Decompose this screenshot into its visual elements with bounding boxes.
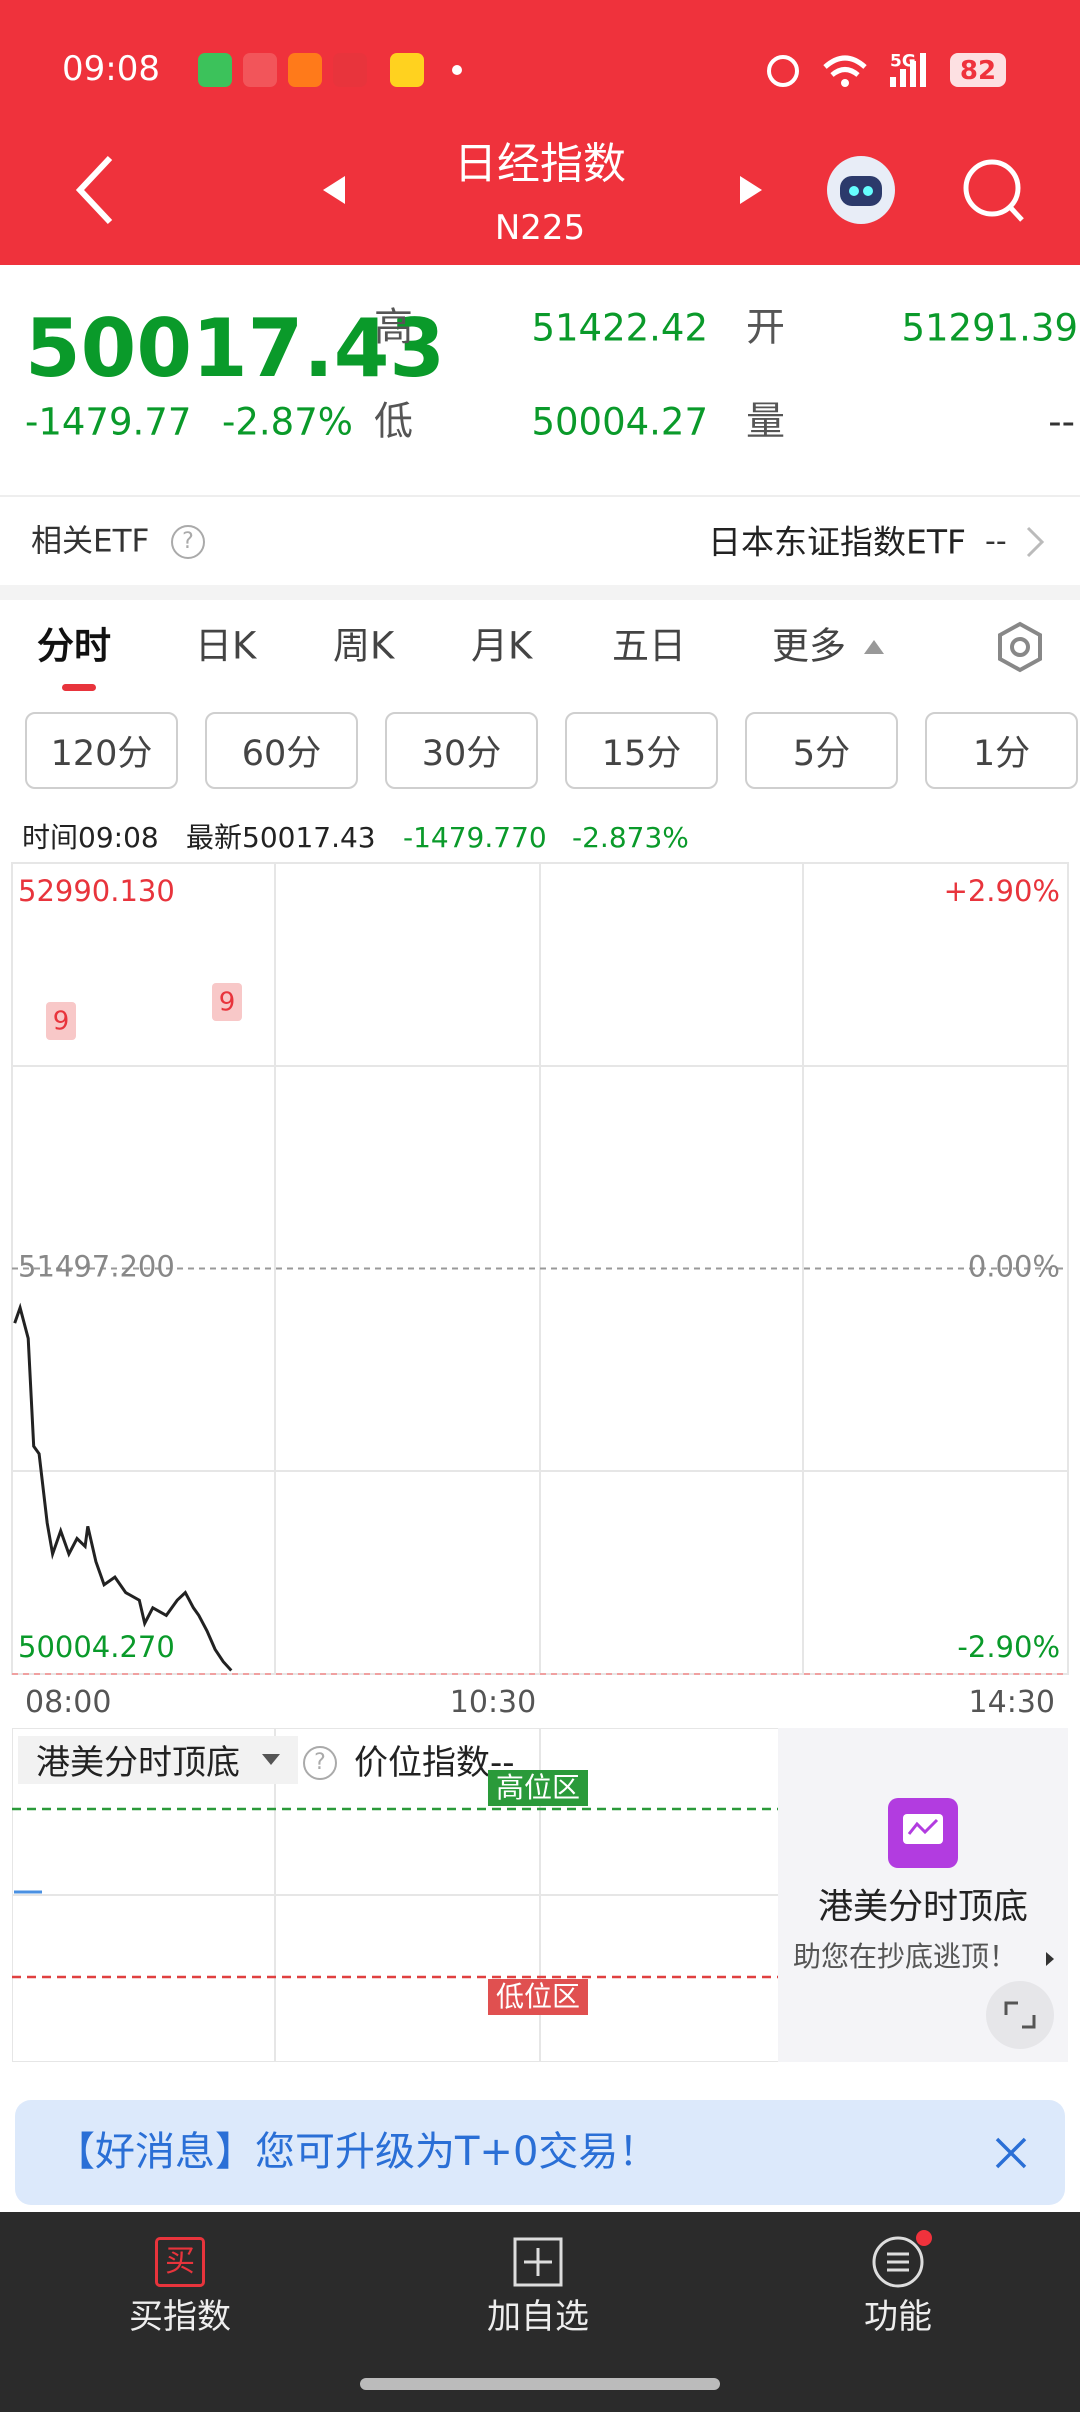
etf-value: -- bbox=[985, 524, 1007, 559]
volume-value: -- bbox=[1048, 400, 1075, 444]
nav-label[interactable]: 加自选 bbox=[487, 2297, 589, 2337]
price-line bbox=[13, 1302, 233, 1672]
time-label: 14:30 bbox=[968, 1685, 1055, 1720]
tab[interactable]: 日K bbox=[195, 624, 257, 668]
divider bbox=[0, 495, 1080, 497]
etf-name[interactable]: 日本东证指数ETF bbox=[708, 522, 966, 562]
etf-help[interactable]: ? bbox=[171, 525, 205, 559]
tab[interactable]: 周K bbox=[333, 624, 395, 668]
add-icon[interactable] bbox=[512, 2236, 564, 2288]
intraday-chart: 52990.130 51497.200 50004.270 +2.90% 0.00% -2… bbox=[11, 862, 1069, 1675]
network-type: 5G bbox=[890, 51, 916, 72]
more-arrow bbox=[864, 640, 884, 654]
open-value: 51291.39 bbox=[901, 306, 1078, 350]
info-change: -1479.770 bbox=[403, 821, 547, 854]
header-title: 日经指数 bbox=[454, 139, 626, 190]
change-pct: -2.87% bbox=[222, 400, 353, 444]
promo-subtitle[interactable]: 助您在抄底逃顶！ bbox=[792, 1940, 1018, 1973]
open-label: 开 bbox=[746, 305, 786, 351]
section-gap bbox=[0, 585, 1080, 600]
info-latest: 最新50017.43 bbox=[186, 821, 376, 854]
period-button[interactable]: 120分 bbox=[25, 712, 178, 789]
status-time: 09:08 bbox=[62, 49, 160, 89]
period-button[interactable]: 1分 bbox=[925, 712, 1078, 789]
period-button[interactable]: 15分 bbox=[565, 712, 718, 789]
tab-indicator bbox=[62, 684, 96, 691]
time-label: 10:30 bbox=[449, 1685, 537, 1720]
banner[interactable] bbox=[15, 2100, 1065, 2205]
signal-badge bbox=[212, 983, 242, 1021]
high-value: 51422.42 bbox=[531, 306, 708, 350]
status-icons bbox=[767, 53, 1006, 87]
info-change-pct: -2.873% bbox=[572, 821, 689, 854]
signal-badge bbox=[46, 1002, 76, 1040]
price: 50017.43 bbox=[25, 302, 446, 395]
home-indicator bbox=[360, 2378, 720, 2390]
header-code: N225 bbox=[494, 208, 586, 248]
header-icons bbox=[75, 155, 1024, 225]
high-zone: 高位区 bbox=[487, 1770, 589, 1806]
prev-button[interactable] bbox=[323, 176, 345, 204]
change: -1479.77 bbox=[25, 400, 192, 444]
y2-tick-label: +2.90% bbox=[944, 874, 1060, 908]
buy-icon[interactable]: 买 bbox=[155, 2237, 205, 2287]
banner-text: 【好消息】您可升级为T+0交易！ bbox=[55, 2129, 659, 2175]
period-button[interactable]: 60分 bbox=[205, 712, 358, 789]
indicator-panel bbox=[12, 1728, 1068, 2062]
period-button[interactable]: 30分 bbox=[385, 712, 538, 789]
low-value: 50004.27 bbox=[531, 400, 708, 444]
indicator-help[interactable]: ? bbox=[303, 1746, 337, 1780]
etf-label: 相关ETF bbox=[31, 523, 150, 560]
menu-icon[interactable] bbox=[870, 2228, 940, 2290]
nav-label[interactable]: 买指数 bbox=[129, 2297, 231, 2337]
indicator-title: 价位指数-- bbox=[354, 1743, 515, 1783]
header-bar bbox=[0, 0, 1080, 265]
tab[interactable]: 五日 bbox=[612, 624, 686, 668]
indicator-name[interactable]: 港美分时顶底 bbox=[36, 1743, 240, 1783]
settings-button[interactable] bbox=[993, 620, 1047, 674]
back-button[interactable] bbox=[75, 155, 113, 225]
promo-title: 港美分时顶底 bbox=[817, 1887, 1029, 1928]
search-button[interactable] bbox=[963, 159, 1021, 217]
tab[interactable]: 月K bbox=[471, 624, 533, 668]
info-time: 时间09:08 bbox=[22, 821, 159, 854]
time-label: 08:00 bbox=[25, 1685, 112, 1720]
tab[interactable]: 更多 bbox=[772, 624, 846, 668]
y2-tick-label: -2.90% bbox=[957, 1630, 1060, 1664]
volume-label: 量 bbox=[746, 399, 786, 445]
signal-label: 9 bbox=[219, 988, 236, 1018]
banner-close[interactable] bbox=[993, 2135, 1029, 2171]
y-tick-label: 52990.130 bbox=[18, 874, 175, 908]
next-button[interactable] bbox=[740, 176, 762, 204]
high-label: 高 bbox=[374, 305, 414, 351]
y-tick-label: 50004.270 bbox=[18, 1630, 175, 1664]
low-label: 低 bbox=[374, 399, 414, 445]
signal-label: 9 bbox=[53, 1007, 70, 1037]
nav-label[interactable]: 功能 bbox=[864, 2297, 932, 2337]
period-button[interactable]: 5分 bbox=[745, 712, 898, 789]
low-zone: 低位区 bbox=[487, 1979, 589, 2015]
y2-tick-label: 0.00% bbox=[968, 1250, 1060, 1284]
status-app-icons bbox=[198, 53, 462, 87]
battery-level: 82 bbox=[959, 56, 997, 86]
y-tick-label: 51497.200 bbox=[18, 1250, 175, 1284]
etf-arrow bbox=[1026, 526, 1045, 558]
tab[interactable]: 分时 bbox=[37, 624, 111, 668]
